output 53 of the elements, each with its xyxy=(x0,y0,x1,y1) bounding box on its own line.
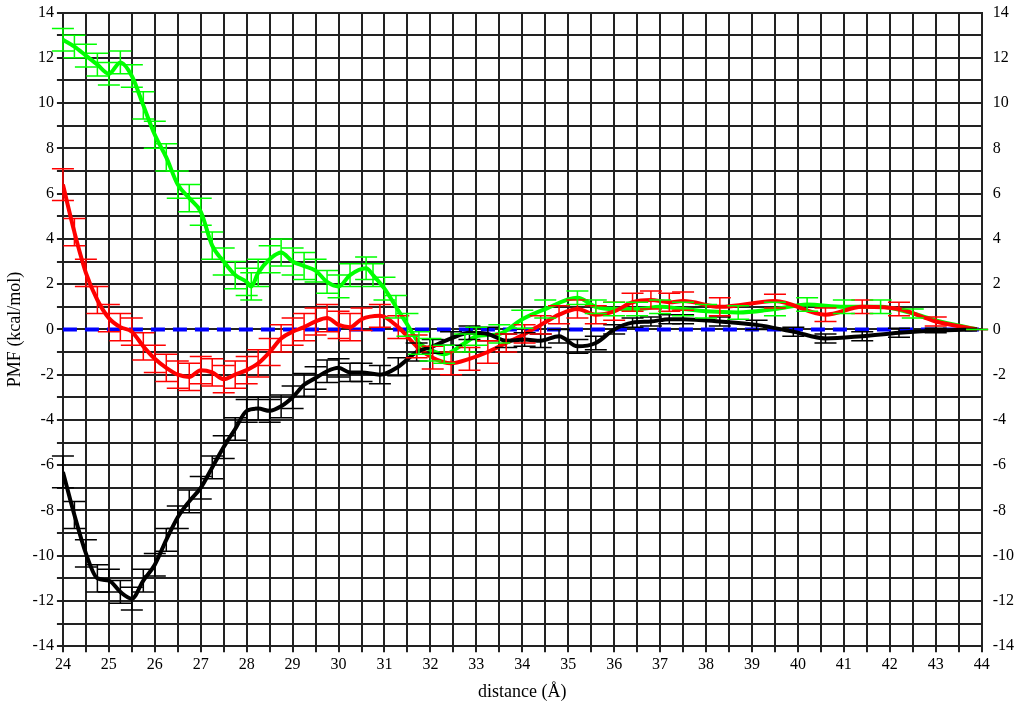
y2-tick-label: -14 xyxy=(992,636,1014,654)
x-tick-label: 40 xyxy=(789,655,806,672)
y-tick-label: 2 xyxy=(45,274,54,292)
y-axis-title: PMF (kcal/mol) xyxy=(3,271,25,388)
x-tick-label: 36 xyxy=(606,655,623,672)
x-tick-label: 39 xyxy=(743,655,760,672)
y2-tick-label: -10 xyxy=(992,545,1014,563)
x-tick-label: 34 xyxy=(514,655,531,672)
y2-tick-label: 8 xyxy=(992,138,1001,156)
x-tick-label: 42 xyxy=(881,655,898,672)
x-tick-label: 37 xyxy=(652,655,669,672)
y2-tick-label: -4 xyxy=(992,410,1006,428)
x-tick-label: 41 xyxy=(835,655,852,672)
x-tick-label: 33 xyxy=(468,655,485,672)
x-axis-title: distance (Å) xyxy=(478,680,567,702)
y-tick-label: -12 xyxy=(32,591,54,609)
x-tick-label: 24 xyxy=(54,655,71,672)
y-tick-label: 6 xyxy=(45,183,54,201)
x-tick-label: 30 xyxy=(330,655,347,672)
y-tick-label: -2 xyxy=(40,364,54,382)
y2-tick-label: 10 xyxy=(992,93,1009,111)
x-tick-label: 25 xyxy=(100,655,117,672)
x-tick-label: 38 xyxy=(698,655,715,672)
x-tick-label: 31 xyxy=(376,655,393,672)
x-tick-label: 26 xyxy=(146,655,163,672)
y-tick-label: 4 xyxy=(45,229,54,247)
y2-tick-label: 12 xyxy=(992,48,1009,66)
y2-tick-label: -12 xyxy=(992,591,1014,609)
y2-tick-label: 4 xyxy=(992,229,1001,247)
y-tick-label: 12 xyxy=(37,48,54,66)
y-tick-label: -8 xyxy=(40,500,54,518)
x-tick-label: 32 xyxy=(422,655,439,672)
y-tick-label: -10 xyxy=(32,545,54,563)
x-tick-label: 35 xyxy=(560,655,577,672)
y2-tick-label: -2 xyxy=(992,364,1006,382)
y-tick-label: 10 xyxy=(37,93,54,111)
x-tick-label: 29 xyxy=(284,655,301,672)
y-tick-label: 0 xyxy=(45,319,54,337)
y-tick-label: 14 xyxy=(37,2,54,20)
y2-tick-label: 6 xyxy=(992,183,1001,201)
y-tick-label: -14 xyxy=(32,636,54,654)
x-tick-label: 28 xyxy=(238,655,255,672)
y2-tick-label: -8 xyxy=(992,500,1006,518)
x-tick-label: 44 xyxy=(973,655,990,672)
y-tick-label: 8 xyxy=(45,138,54,156)
y2-tick-label: 0 xyxy=(992,319,1001,337)
y-tick-label: -4 xyxy=(40,410,54,428)
y2-tick-label: 2 xyxy=(992,274,1001,292)
x-tick-label: 27 xyxy=(192,655,209,672)
y2-tick-label: 14 xyxy=(992,2,1009,20)
x-tick-label: 43 xyxy=(927,655,944,672)
y2-tick-label: -6 xyxy=(992,455,1006,473)
y-tick-label: -6 xyxy=(40,455,54,473)
